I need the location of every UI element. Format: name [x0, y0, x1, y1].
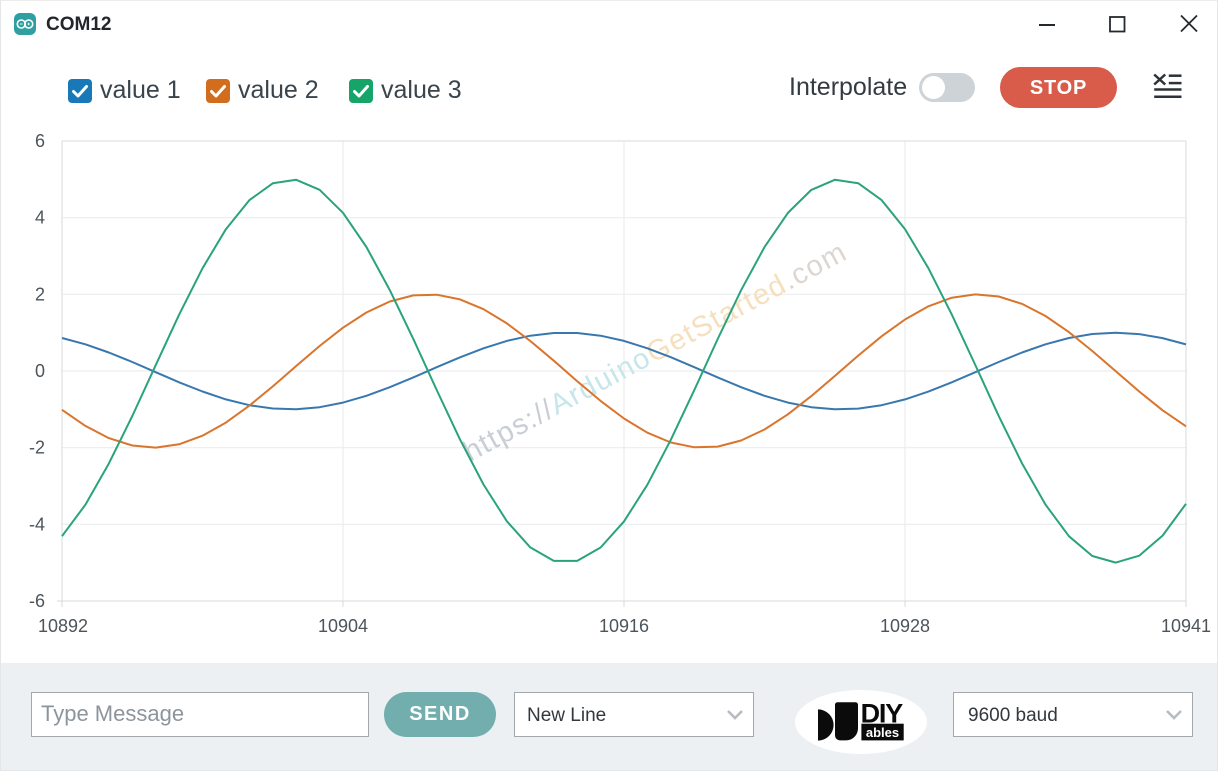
svg-text:6: 6	[35, 131, 45, 151]
svg-text:-2: -2	[29, 438, 45, 458]
svg-text:10941: 10941	[1161, 616, 1211, 636]
svg-text:-6: -6	[29, 591, 45, 611]
svg-text:0: 0	[35, 361, 45, 381]
svg-text:4: 4	[35, 208, 45, 228]
svg-text:2: 2	[35, 284, 45, 304]
svg-text:10916: 10916	[599, 616, 649, 636]
svg-text:DIY: DIY	[861, 699, 904, 729]
svg-text:ables: ables	[866, 725, 899, 740]
svg-text:10892: 10892	[38, 616, 88, 636]
svg-text:-4: -4	[29, 514, 45, 534]
svg-text:10928: 10928	[880, 616, 930, 636]
svg-text:10904: 10904	[318, 616, 368, 636]
